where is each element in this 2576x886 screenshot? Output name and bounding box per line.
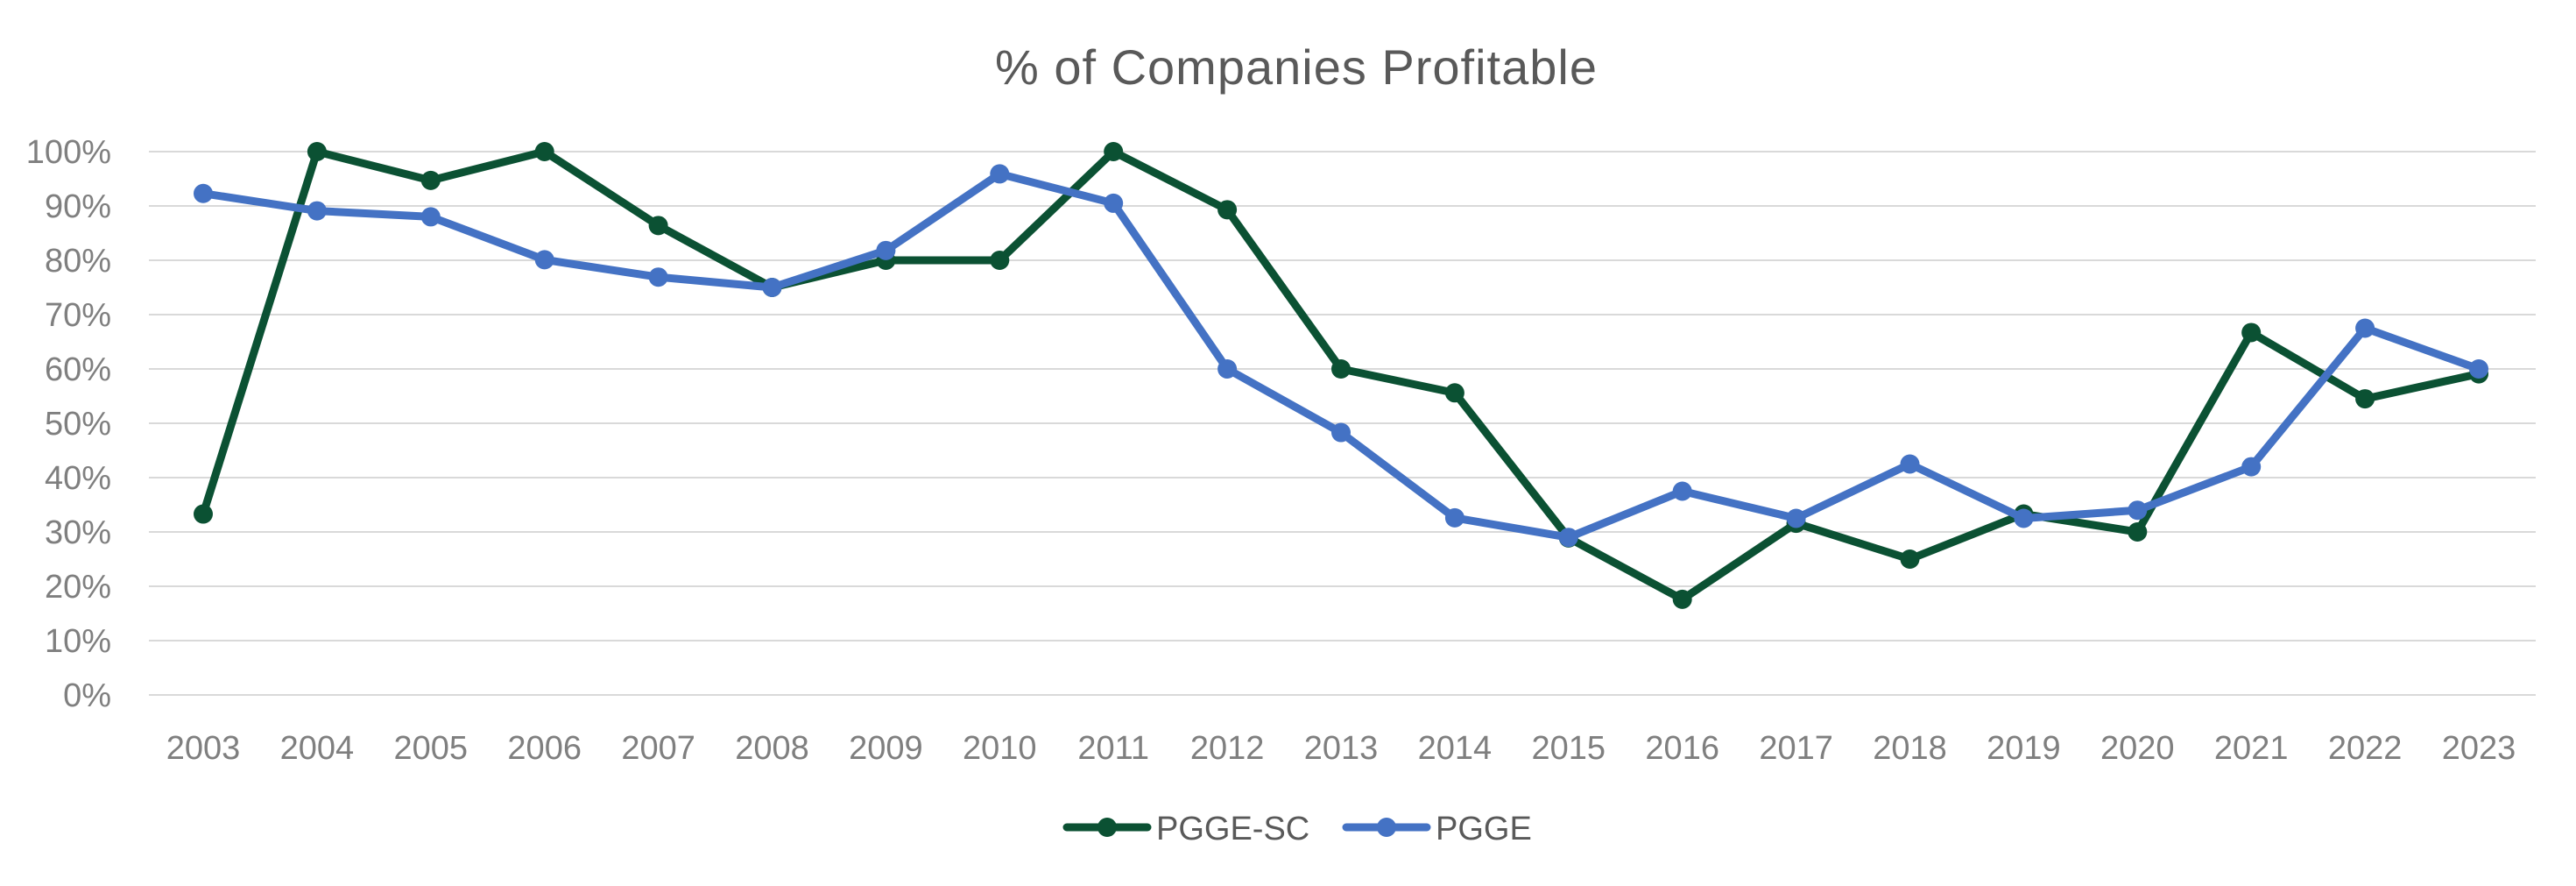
legend-marker-icon	[1097, 818, 1117, 837]
data-point	[648, 267, 668, 287]
legend-label: PGGE	[1436, 811, 1532, 847]
data-point	[2128, 500, 2148, 521]
data-point	[534, 142, 554, 161]
data-point	[1331, 359, 1351, 379]
data-point	[1672, 589, 1692, 609]
x-tick-label: 2019	[1987, 730, 2061, 767]
x-tick-label: 2020	[2100, 730, 2175, 767]
data-point	[307, 201, 327, 221]
data-point	[990, 164, 1010, 184]
data-point	[2241, 323, 2262, 343]
data-point	[1331, 422, 1351, 443]
y-tick-label: 10%	[45, 623, 111, 660]
x-tick-label: 2006	[507, 730, 582, 767]
data-point	[648, 216, 668, 236]
data-point	[1786, 508, 1806, 528]
y-tick-label: 60%	[45, 351, 111, 388]
x-tick-label: 2013	[1304, 730, 1379, 767]
data-point	[1444, 383, 1464, 403]
data-point	[534, 250, 554, 270]
x-tick-label: 2023	[2442, 730, 2516, 767]
data-point	[1104, 142, 1124, 161]
x-tick-label: 2022	[2328, 730, 2403, 767]
x-tick-label: 2003	[166, 730, 241, 767]
x-tick-label: 2011	[1077, 730, 1149, 767]
y-tick-label: 40%	[45, 460, 111, 497]
x-tick-label: 2005	[394, 730, 469, 767]
legend-item-pgge: PGGE	[1342, 811, 1532, 847]
data-point	[2469, 359, 2488, 379]
y-tick-label: 80%	[45, 243, 111, 280]
data-point	[990, 251, 1010, 270]
y-tick-label: 30%	[45, 514, 111, 551]
data-point	[194, 504, 213, 524]
x-axis: 2003 2004 2005 2006 2007 2008 2009 2010 2011 2012…	[166, 730, 2516, 767]
data-point	[2355, 318, 2375, 338]
x-tick-label: 2016	[1645, 730, 1719, 767]
x-tick-label: 2008	[735, 730, 809, 767]
data-point	[420, 207, 441, 227]
y-tick-label: 70%	[45, 297, 111, 334]
data-point	[194, 183, 213, 203]
series-pgge-sc	[194, 142, 2488, 609]
data-point	[1217, 359, 1238, 379]
x-tick-label: 2014	[1418, 730, 1493, 767]
y-tick-label: 90%	[45, 188, 111, 225]
legend: PGGE-SC PGGE	[1062, 811, 1532, 847]
data-point	[307, 142, 327, 161]
x-tick-label: 2012	[1190, 730, 1265, 767]
y-tick-label: 0%	[63, 677, 111, 714]
data-point	[420, 170, 441, 190]
data-point	[1672, 481, 1692, 501]
x-tick-label: 2004	[280, 730, 355, 767]
chart-title: % of Companies Profitable	[995, 39, 1598, 95]
series-line	[199, 169, 2483, 542]
y-tick-label: 100%	[26, 134, 111, 171]
data-point	[2014, 508, 2034, 528]
legend-marker-icon	[1377, 818, 1396, 837]
x-tick-label: 2015	[1532, 730, 1606, 767]
y-axis: 0% 10% 20% 30% 40% 50% 60% 70% 80% 90% 100%	[26, 134, 111, 714]
data-point	[1558, 528, 1578, 548]
x-tick-label: 2007	[621, 730, 695, 767]
data-point	[2128, 522, 2148, 542]
data-point	[1900, 549, 1920, 569]
x-tick-label: 2010	[963, 730, 1037, 767]
data-point	[2355, 389, 2375, 409]
x-tick-label: 2021	[2214, 730, 2289, 767]
y-tick-label: 50%	[45, 406, 111, 443]
data-point	[1444, 507, 1464, 528]
data-point	[1900, 454, 1920, 474]
series-pgge	[194, 164, 2488, 548]
x-tick-label: 2017	[1759, 730, 1833, 767]
data-point	[762, 278, 782, 297]
legend-label: PGGE-SC	[1156, 811, 1309, 847]
data-point	[1217, 200, 1238, 220]
series-layer	[194, 142, 2488, 609]
x-tick-label: 2009	[849, 730, 923, 767]
data-point	[2241, 457, 2262, 477]
y-tick-label: 20%	[45, 569, 111, 606]
x-tick-label: 2018	[1873, 730, 1947, 767]
data-point	[1104, 193, 1124, 213]
data-point	[876, 240, 896, 260]
legend-item-pgge-sc: PGGE-SC	[1062, 811, 1309, 847]
